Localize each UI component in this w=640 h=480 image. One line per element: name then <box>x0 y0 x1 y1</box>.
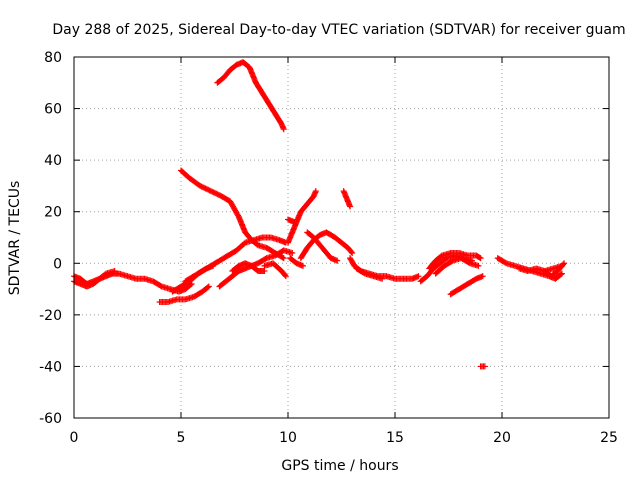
data-track <box>426 249 484 272</box>
x-tick-label: 25 <box>600 430 618 446</box>
chart-title: Day 288 of 2025, Sidereal Day-to-day VTE… <box>52 22 625 38</box>
plot-frame <box>73 56 610 419</box>
y-tick-label: 0 <box>53 256 62 272</box>
data-track <box>229 260 268 275</box>
data-point-markers <box>432 255 482 277</box>
data-track <box>477 363 488 370</box>
data-point-markers <box>340 188 354 210</box>
x-tick-label: 10 <box>279 430 297 446</box>
data-track <box>447 273 486 298</box>
y-tick-label: -40 <box>39 359 62 375</box>
data-track <box>340 188 354 210</box>
x-axis-ticks: 0 5 10 15 20 25 <box>70 57 618 446</box>
data-point-markers <box>156 283 212 305</box>
data-track <box>541 260 568 280</box>
data-point-markers <box>229 260 268 275</box>
data-point-markers <box>214 59 287 133</box>
x-tick-label: 15 <box>386 430 404 446</box>
series-0 <box>71 59 568 370</box>
x-axis-label: GPS time / hours <box>281 458 398 474</box>
data-point-markers <box>285 216 298 226</box>
data-track <box>214 59 287 133</box>
x-tick-label: 5 <box>177 430 186 446</box>
data-track <box>287 255 306 269</box>
grid-lines <box>74 57 609 418</box>
y-tick-label: -60 <box>39 411 62 427</box>
y-tick-label: 80 <box>44 50 62 66</box>
data-point-markers <box>447 273 486 298</box>
data-point-markers <box>426 249 484 272</box>
data-track <box>285 216 298 226</box>
y-tick-label: 40 <box>44 153 62 169</box>
y-tick-label: 20 <box>44 205 62 221</box>
data-track <box>261 260 289 280</box>
data-point-markers <box>541 260 568 280</box>
data-track <box>156 283 212 305</box>
data-point-markers <box>304 229 341 264</box>
data-point-markers <box>261 260 289 280</box>
data-layer <box>71 59 568 370</box>
y-tick-label: -20 <box>39 308 62 324</box>
y-axis-ticks: -60 -40 -20 0 20 40 60 80 <box>39 50 609 427</box>
x-tick-label: 0 <box>70 430 79 446</box>
data-track <box>432 255 482 277</box>
data-point-markers <box>477 363 488 370</box>
data-track <box>304 229 341 264</box>
data-track <box>353 265 386 282</box>
data-point-markers <box>287 255 306 269</box>
y-axis-label: SDTVAR / TECUs <box>7 181 23 296</box>
data-point-markers <box>353 265 386 282</box>
data-track <box>178 167 287 262</box>
y-tick-label: 60 <box>44 102 62 118</box>
data-point-markers <box>178 167 287 262</box>
x-tick-label: 20 <box>493 430 511 446</box>
data-point-markers <box>182 234 289 285</box>
data-track <box>182 234 289 285</box>
